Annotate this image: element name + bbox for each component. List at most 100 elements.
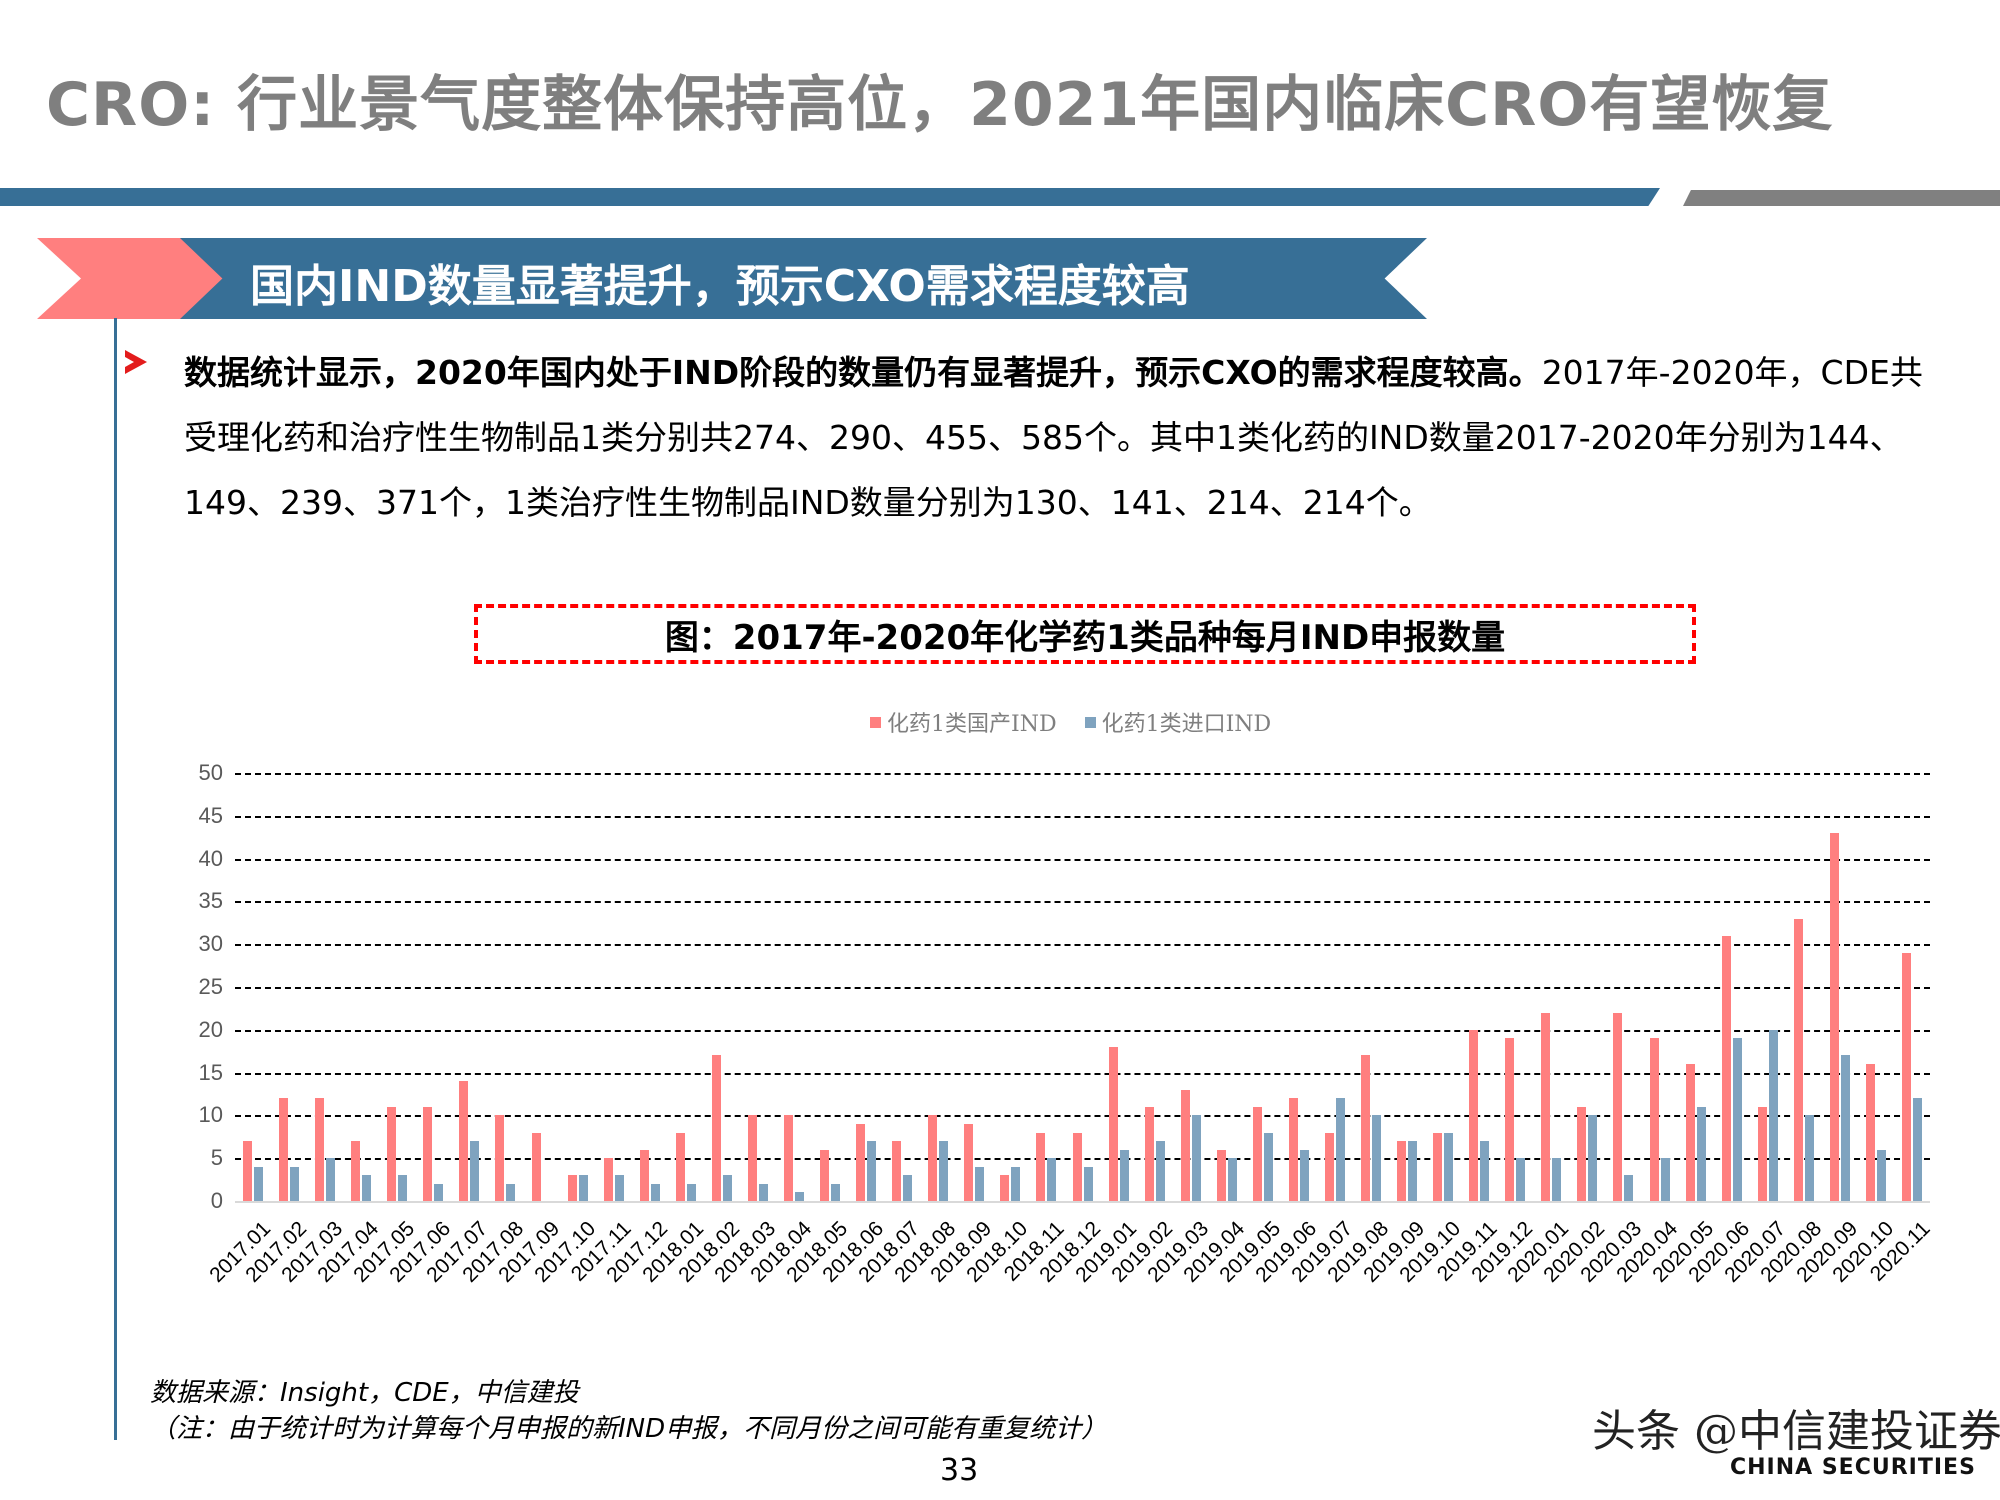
bar-imported — [1624, 1175, 1634, 1201]
bar-domestic — [567, 1175, 577, 1201]
bullet-lead: 数据统计显示，2020年国内处于IND阶段的数量仍有显著提升，预示CXO的需求程… — [184, 353, 1542, 392]
bar-imported — [1480, 1141, 1490, 1201]
y-tick-label: 10 — [198, 1102, 223, 1128]
y-tick-label: 35 — [198, 888, 223, 914]
section-banner — [180, 238, 1427, 319]
bar-domestic — [351, 1141, 361, 1201]
bar-imported — [1516, 1158, 1526, 1201]
bar-imported — [867, 1141, 877, 1201]
bar-domestic — [495, 1115, 505, 1201]
bar-imported — [362, 1175, 372, 1201]
bar-domestic — [675, 1132, 685, 1201]
gridline — [235, 944, 1930, 947]
gridline — [235, 901, 1930, 904]
bar-domestic — [1036, 1132, 1046, 1201]
header-divider-blue — [0, 188, 1660, 206]
bar-domestic — [1361, 1055, 1370, 1201]
legend-item-imported: 化药1类进口IND — [1084, 706, 1272, 738]
gridline — [235, 1115, 1930, 1118]
bar-domestic — [1685, 1064, 1695, 1201]
bar-imported — [254, 1166, 264, 1201]
gridline — [235, 987, 1930, 989]
y-tick-label: 40 — [198, 845, 223, 871]
bar-imported — [1191, 1115, 1201, 1201]
bar-domestic — [639, 1149, 649, 1201]
watermark-text: 头条 @中信建投证券 — [1592, 1406, 2000, 1457]
y-tick-label: 20 — [198, 1016, 223, 1042]
bar-domestic — [1757, 1106, 1767, 1201]
note-line: （注：由于统计时为计算每个月申报的新IND申报，不同月份之间可能有重复统计） — [150, 1414, 1108, 1444]
bar-domestic — [1505, 1038, 1515, 1201]
y-tick-label: 45 — [198, 802, 223, 828]
bar-domestic — [1072, 1132, 1082, 1201]
bullet-paragraph: 数据统计显示，2020年国内处于IND阶段的数量仍有显著提升，预示CXO的需求程… — [184, 340, 1924, 535]
legend-label-imported: 化药1类进口IND — [1101, 712, 1272, 737]
bar-imported — [1408, 1141, 1418, 1201]
bar-domestic — [1829, 832, 1839, 1201]
bar-domestic — [423, 1106, 433, 1201]
chart-plot-area: 0 5 10 15 20 25 30 35 40 45 50 2017.01 2017.02 2017.0… — [199, 760, 1935, 1287]
bar-imported — [578, 1175, 588, 1201]
bar-imported — [326, 1158, 336, 1201]
bar-imported — [1912, 1098, 1922, 1201]
bar-imported — [1804, 1115, 1814, 1201]
bar-imported — [434, 1183, 444, 1201]
bar-domestic — [892, 1141, 902, 1201]
bar-imported — [506, 1183, 516, 1201]
bar-domestic — [1649, 1038, 1659, 1201]
bar-domestic — [387, 1106, 397, 1201]
y-tick-label: 0 — [210, 1188, 223, 1213]
y-tick-label: 30 — [198, 931, 223, 957]
chart-title-frame — [474, 604, 1696, 664]
bar-domestic — [1793, 918, 1803, 1201]
gridline — [235, 1029, 1930, 1032]
bar-imported — [758, 1183, 768, 1201]
gridline — [235, 815, 1930, 818]
x-axis-line — [235, 1201, 1930, 1203]
bar-domestic — [711, 1055, 721, 1201]
bullet-arrow-icon — [125, 350, 147, 374]
bar-imported — [1840, 1055, 1850, 1201]
bar-domestic — [1865, 1064, 1875, 1201]
bar-domestic — [603, 1158, 613, 1201]
bar-imported — [650, 1183, 660, 1201]
bar-domestic — [1433, 1132, 1443, 1201]
bar-imported — [722, 1175, 732, 1201]
bar-domestic — [1000, 1175, 1010, 1201]
bar-domestic — [531, 1132, 541, 1201]
y-tick-label: 15 — [198, 1059, 223, 1085]
bar-imported — [1876, 1149, 1886, 1201]
header-divider-gray — [1683, 190, 2000, 206]
left-accent-line — [114, 318, 117, 1440]
y-tick-label: 25 — [198, 974, 223, 999]
bar-domestic — [315, 1098, 325, 1201]
data-source: 数据来源：Insight，CDE，中信建投 （注：由于统计时为计算每个月申报的新… — [150, 1375, 1107, 1447]
bar-domestic — [1397, 1141, 1407, 1201]
bar-imported — [1660, 1158, 1670, 1201]
bar-imported — [1155, 1141, 1165, 1201]
bar-imported — [1552, 1158, 1562, 1201]
gridline — [235, 858, 1930, 861]
bar-imported — [794, 1192, 804, 1201]
bar-imported — [1732, 1038, 1742, 1201]
bar-imported — [903, 1175, 913, 1201]
bar-imported — [1768, 1029, 1778, 1201]
bar-domestic — [964, 1123, 974, 1201]
bar-domestic — [279, 1098, 289, 1201]
gridline — [235, 1072, 1930, 1075]
bar-imported — [831, 1183, 841, 1201]
bar-imported — [686, 1183, 696, 1201]
bar-domestic — [783, 1115, 793, 1201]
bar-domestic — [928, 1115, 938, 1201]
legend-swatch-imported — [1084, 716, 1096, 728]
bar-imported — [1119, 1149, 1129, 1201]
bar-imported — [1372, 1115, 1381, 1201]
bar-domestic — [1108, 1046, 1118, 1201]
bar-domestic — [1901, 952, 1911, 1201]
bar-imported — [1299, 1149, 1309, 1201]
bar-domestic — [1252, 1106, 1262, 1201]
bar-domestic — [1180, 1089, 1190, 1201]
bar-domestic — [747, 1115, 757, 1201]
bar-imported — [1011, 1166, 1021, 1201]
bar-imported — [975, 1166, 985, 1201]
